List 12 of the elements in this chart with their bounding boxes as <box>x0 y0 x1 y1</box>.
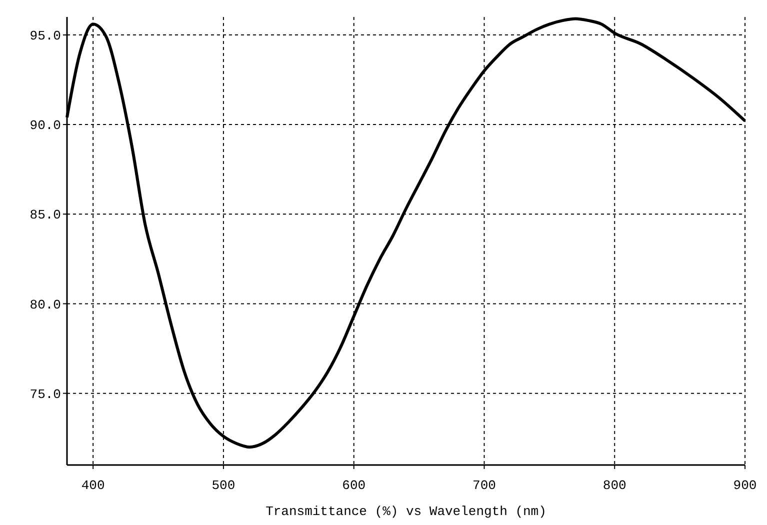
x-tick-label: 600 <box>342 478 366 493</box>
y-tick-label: 90.0 <box>30 118 61 134</box>
y-tick-label: 80.0 <box>30 297 61 312</box>
x-tick-label: 900 <box>733 478 757 493</box>
x-tick-label: 500 <box>212 478 236 493</box>
x-axis-title: Transmittance (%) vs Wavelength (nm) <box>266 504 546 519</box>
y-tick-label: 95.0 <box>30 28 61 44</box>
y-tick-label: 85.0 <box>30 208 61 223</box>
x-tick-label: 400 <box>81 478 105 493</box>
x-tick-label: 700 <box>472 478 496 493</box>
x-tick-label: 800 <box>602 478 626 493</box>
y-tick-label: 75.0 <box>30 386 61 402</box>
